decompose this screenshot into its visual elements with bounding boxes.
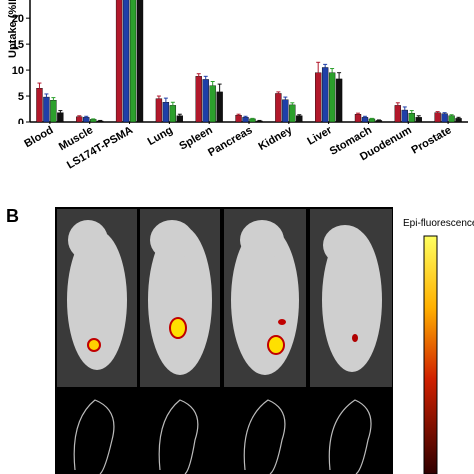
bar: [129, 0, 137, 123]
bar: [394, 105, 402, 123]
bar: [282, 99, 289, 123]
bar: [162, 102, 170, 123]
y-tick-label: 5: [18, 91, 24, 103]
mouse: [148, 225, 212, 375]
bar: [136, 0, 144, 123]
bar: [256, 120, 263, 123]
mouse: [322, 228, 382, 372]
signal: [87, 338, 101, 352]
bar: [216, 91, 223, 123]
colorbar-title: Epi-fluorescence: [403, 218, 474, 229]
colorbar: [423, 235, 438, 474]
x-tick-label: Pancreas: [206, 124, 254, 159]
bar: [115, 0, 123, 123]
bar: [50, 99, 57, 123]
bar: [315, 72, 322, 123]
mouse-head: [150, 220, 194, 260]
bar: [195, 76, 202, 123]
y-tick-label: 15: [12, 39, 24, 51]
panel-label: B: [6, 206, 19, 226]
signal: [352, 334, 358, 342]
x-tick-label: Blood: [22, 124, 55, 150]
bar: [249, 118, 256, 123]
bar: [368, 118, 376, 123]
bar: [375, 120, 383, 123]
bar: [169, 105, 177, 123]
y-axis-label: Uptake (%ID/g): [7, 0, 19, 58]
mouse-head: [68, 220, 108, 260]
bar: [43, 96, 50, 123]
x-tick-label: Lung: [146, 124, 175, 148]
x-tick-label: Liver: [305, 124, 334, 148]
plot-area: 0 5 10 15 20: [12, 0, 468, 129]
bar: [242, 117, 249, 123]
bar: [448, 115, 455, 123]
bar: [122, 0, 130, 123]
bar: [455, 118, 462, 123]
bar: [96, 120, 104, 123]
y-tick-label: 0: [18, 117, 24, 129]
bar: [354, 114, 362, 123]
y-tick-label: 20: [12, 13, 24, 25]
signal: [278, 319, 286, 325]
bar: [328, 72, 336, 123]
bar: [90, 119, 97, 123]
bar: [36, 88, 43, 123]
bar: [76, 116, 83, 123]
bar: [401, 109, 408, 123]
y-tick-label: 10: [12, 65, 24, 77]
mouse: [67, 230, 127, 370]
bar: [441, 113, 448, 123]
bar: [296, 115, 303, 123]
bar: [275, 93, 282, 123]
bar: [235, 115, 242, 123]
bar: [321, 67, 329, 123]
bar: [434, 112, 441, 123]
mouse-head: [240, 220, 284, 260]
bar: [408, 112, 415, 123]
x-tick-label: Kidney: [257, 124, 296, 153]
bar: [176, 115, 183, 123]
mouse: [231, 225, 299, 375]
bar: [209, 85, 216, 123]
signal: [169, 317, 187, 339]
x-tick-label: Prostate: [409, 124, 453, 156]
signal: [267, 335, 285, 355]
bar: [155, 98, 163, 123]
ct-skeleton: [158, 399, 199, 474]
ct-skeleton: [328, 399, 372, 474]
ct-skeleton: [73, 399, 115, 474]
bar: [57, 112, 64, 123]
bar: [83, 117, 90, 123]
bar: [289, 104, 296, 123]
bar: [415, 117, 422, 123]
mouse-images: [57, 209, 392, 474]
bar: [202, 79, 209, 123]
bar: [335, 78, 343, 123]
mouse-head: [323, 225, 367, 265]
bar: [361, 117, 369, 123]
ct-skeleton: [243, 399, 286, 474]
